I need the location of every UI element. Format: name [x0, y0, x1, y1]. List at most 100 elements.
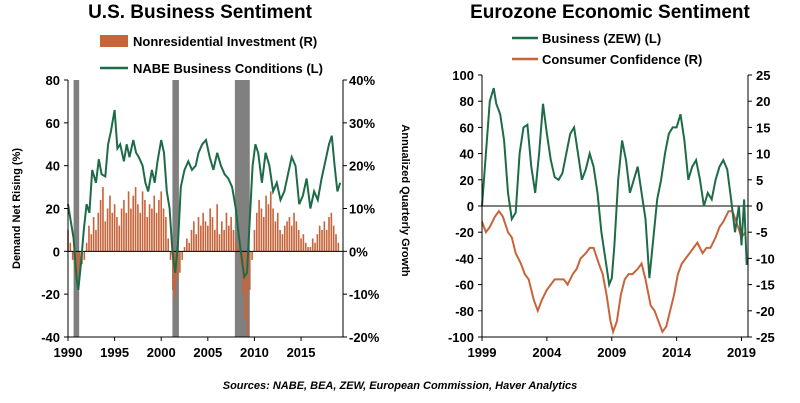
investment-bar	[274, 221, 277, 252]
left-y-tick-label: -80	[455, 304, 474, 319]
investment-bar	[237, 247, 239, 252]
investment-bar	[325, 229, 328, 252]
eurozone-economic-sentiment-chart: 100 80 60 40 20 0 -20 -40 -60 -80 -100 25 20 15 10 5 0 -5…	[448, 31, 775, 360]
left-y-tick-label: 20	[460, 173, 474, 188]
nabe-business-conditions-line	[67, 109, 342, 291]
investment-bar	[225, 212, 228, 252]
investment-bar	[88, 225, 90, 252]
left-y-tick-label: 0	[53, 244, 60, 259]
investment-bar	[332, 225, 335, 252]
investment-bar	[323, 221, 326, 252]
investment-bar	[113, 204, 116, 252]
right-y-tick-label: -20	[756, 304, 775, 319]
investment-bar	[335, 234, 337, 252]
right-y-tick-label: 20	[756, 94, 770, 109]
left-y-tick-label: -100	[448, 330, 474, 345]
right-y-tick-label: -10%	[349, 287, 380, 302]
x-tick-label: 2019	[727, 345, 756, 360]
investment-bar	[111, 212, 114, 252]
x-tick-label: 1999	[468, 345, 497, 360]
investment-bar	[297, 229, 300, 252]
investment-bar	[181, 251, 184, 260]
investment-bar	[179, 251, 181, 273]
investment-bar	[211, 217, 214, 252]
investment-bar	[267, 204, 270, 252]
investment-bar	[316, 234, 319, 252]
left-y-tick-label: 40	[460, 147, 474, 162]
investment-bar	[251, 251, 253, 260]
investment-bar	[202, 212, 204, 252]
investment-bar	[153, 195, 156, 252]
investment-bar	[160, 191, 163, 252]
investment-bar	[318, 225, 321, 252]
investment-bar	[283, 225, 286, 252]
investment-bar	[120, 208, 123, 252]
investment-bar	[167, 238, 170, 252]
investment-bar	[76, 251, 79, 286]
investment-bar	[165, 217, 167, 252]
left-y-tick-label: -20	[41, 287, 60, 302]
investment-bar	[314, 242, 316, 252]
left-chart-title: U.S. Business Sentiment	[88, 2, 312, 23]
left-y-tick-label: 80	[460, 94, 474, 109]
investment-bar	[102, 187, 104, 252]
left-y-tick-label: 80	[46, 73, 60, 88]
investment-bar	[288, 217, 291, 252]
investment-bar	[125, 212, 128, 252]
investment-bar	[90, 234, 93, 252]
investment-bar	[118, 225, 121, 252]
investment-bar	[276, 212, 279, 252]
investment-bar	[218, 234, 221, 252]
investment-bar	[244, 251, 246, 320]
investment-bar	[307, 247, 309, 252]
investment-bar	[328, 217, 330, 252]
legend-label-consumer: Consumer Confidence (R)	[542, 52, 702, 67]
investment-bar	[302, 234, 305, 252]
investment-bar	[155, 212, 158, 252]
investment-bar	[223, 229, 225, 252]
right-y-tick-label: 30%	[349, 116, 375, 131]
right-y-tick-label: 5	[756, 173, 763, 188]
investment-bar	[127, 191, 130, 252]
investment-bar	[230, 217, 232, 252]
investment-bar	[209, 208, 211, 252]
x-tick-label: 2010	[240, 345, 269, 360]
investment-bar	[92, 217, 95, 252]
investment-bar	[95, 229, 97, 252]
investment-bar	[176, 251, 179, 282]
investment-bar	[197, 217, 200, 252]
investment-bar	[260, 208, 263, 252]
investment-bar	[290, 225, 293, 252]
us-business-sentiment-chart: 80 60 40 20 0 -20 -40 40% 30% 20% 10% 0% -10% -20% 199…	[11, 34, 411, 360]
investment-bar	[190, 229, 193, 252]
investment-bar	[169, 251, 172, 260]
investment-bar	[97, 212, 100, 252]
legend-label-nabe: NABE Business Conditions (L)	[133, 61, 323, 76]
investment-bar	[321, 229, 323, 252]
investment-bar	[195, 234, 197, 252]
left-y-tick-label: -60	[455, 278, 474, 293]
x-tick-label: 2009	[597, 345, 626, 360]
investment-bar	[246, 251, 249, 337]
investment-bar	[216, 204, 218, 252]
investment-bar	[158, 199, 160, 252]
left-y-tick-label: 100	[452, 68, 474, 83]
x-tick-label: 1990	[54, 345, 83, 360]
consumer-confidence-line	[481, 209, 747, 336]
investment-bar	[255, 212, 258, 252]
investment-bar	[78, 251, 81, 278]
investment-bar	[69, 242, 72, 252]
investment-bar	[234, 238, 237, 252]
right-y-tick-label: -5	[756, 225, 768, 240]
investment-bar	[141, 191, 144, 252]
investment-bar	[272, 208, 274, 252]
investment-bar	[304, 242, 307, 252]
investment-bar	[174, 251, 177, 299]
investment-bar	[281, 234, 284, 252]
right-y-tick-label: -15	[756, 278, 775, 293]
investment-bar	[148, 204, 151, 252]
investment-bar	[265, 195, 267, 252]
left-y-axis-title: Demand Net Rising (%)	[11, 148, 23, 269]
investment-bar	[309, 247, 312, 252]
investment-bar	[104, 221, 107, 252]
